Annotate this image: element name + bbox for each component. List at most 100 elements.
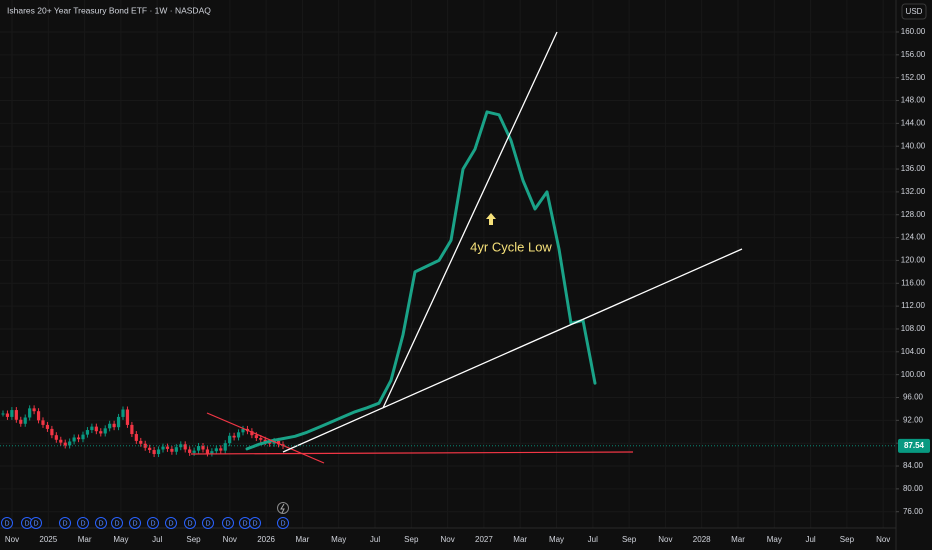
dividend-label[interactable]: D <box>187 520 192 527</box>
y-tick-label: 156.00 <box>901 50 926 59</box>
dividend-label[interactable]: D <box>33 520 38 527</box>
candle <box>143 443 147 448</box>
trend-line-shallow <box>282 248 743 453</box>
dividend-label[interactable]: D <box>132 520 137 527</box>
candle <box>121 409 125 417</box>
y-tick-label: 96.00 <box>903 393 924 402</box>
dividend-label[interactable]: D <box>80 520 85 527</box>
dividend-marker[interactable] <box>95 517 107 529</box>
dividend-marker[interactable] <box>184 517 196 529</box>
dividend-label[interactable]: D <box>98 520 103 527</box>
y-tick-label: 160.00 <box>901 27 926 36</box>
y-tick-label: 140.00 <box>901 141 926 150</box>
dividend-marker[interactable] <box>222 517 234 529</box>
x-tick-label: May <box>331 535 346 544</box>
candle <box>161 446 165 450</box>
dividend-label[interactable]: D <box>150 520 155 527</box>
x-tick-label: Nov <box>440 535 454 544</box>
candle <box>188 449 192 453</box>
downtrend-line <box>206 412 325 464</box>
candle <box>94 426 98 432</box>
candle <box>108 423 112 429</box>
dividend-marker[interactable] <box>1 517 13 529</box>
candle <box>14 410 18 420</box>
candle <box>103 428 107 434</box>
candle <box>250 431 254 436</box>
dividend-marker[interactable] <box>277 517 289 529</box>
candle <box>23 417 27 424</box>
dividend-marker[interactable] <box>30 517 42 529</box>
x-tick-label: 2025 <box>39 535 57 544</box>
candle <box>90 426 94 431</box>
y-tick-label: 80.00 <box>903 484 924 493</box>
last-price-box <box>898 438 930 453</box>
x-tick-label: Nov <box>5 535 19 544</box>
candle <box>201 446 205 450</box>
candle <box>259 438 263 440</box>
candle <box>192 450 196 453</box>
x-tick-label: May <box>113 535 128 544</box>
candle <box>72 437 76 442</box>
y-tick-label: 144.00 <box>901 118 926 127</box>
chart-title: Ishares 20+ Year Treasury Bond ETF · 1W … <box>7 5 211 15</box>
candle <box>54 435 58 440</box>
currency-box[interactable] <box>901 3 927 20</box>
dividend-marker[interactable] <box>202 517 214 529</box>
flash-icon[interactable] <box>277 502 289 514</box>
dividend-marker[interactable] <box>249 517 261 529</box>
dividend-label[interactable]: D <box>252 520 257 527</box>
x-tick-label: Jul <box>805 535 815 544</box>
dividend-label[interactable]: D <box>280 520 285 527</box>
candle <box>59 439 63 443</box>
candle <box>5 413 10 417</box>
dividend-label[interactable]: D <box>225 520 230 527</box>
dividend-marker[interactable] <box>59 517 71 529</box>
y-tick-label: 112.00 <box>901 301 925 310</box>
dividend-marker[interactable] <box>165 517 177 529</box>
dividend-label[interactable]: D <box>24 520 29 527</box>
dividend-label[interactable]: D <box>168 520 173 527</box>
y-tick-label: 92.00 <box>903 415 924 424</box>
dividend-label[interactable]: D <box>62 520 67 527</box>
dividend-label[interactable]: D <box>114 520 119 527</box>
x-tick-label: May <box>549 535 564 544</box>
x-tick-label: Nov <box>223 535 237 544</box>
candle <box>112 423 116 428</box>
x-tick-label: Jul <box>588 535 598 544</box>
y-tick-label: 76.00 <box>903 507 924 516</box>
plot <box>1 110 597 458</box>
y-tick-label: 120.00 <box>901 256 926 265</box>
candle <box>28 408 32 418</box>
candle <box>76 437 81 440</box>
candle <box>263 439 267 443</box>
candle <box>196 446 201 451</box>
grid <box>0 0 896 528</box>
dividend-label[interactable]: D <box>242 520 247 527</box>
dividend-marker[interactable] <box>111 517 123 529</box>
dividend-marker[interactable] <box>77 517 89 529</box>
x-tick-label: 2026 <box>257 535 275 544</box>
x-tick-label: Mar <box>731 535 745 544</box>
x-tick-label: Nov <box>876 535 890 544</box>
candle <box>45 424 50 429</box>
y-tick-label: 148.00 <box>901 96 926 105</box>
candle <box>10 410 14 417</box>
y-tick-label: 116.00 <box>901 278 925 287</box>
y-tick-label: 152.00 <box>901 73 926 82</box>
candle <box>50 428 54 436</box>
candle <box>99 431 103 434</box>
candle <box>228 435 232 444</box>
y-tick-label: 128.00 <box>901 210 926 219</box>
dividend-label[interactable]: D <box>4 520 9 527</box>
flash-glyph <box>280 503 285 514</box>
dividend-label[interactable]: D <box>205 520 210 527</box>
y-tick-label: 132.00 <box>901 187 926 196</box>
y-tick-label: 104.00 <box>901 347 926 356</box>
y-tick-label: 108.00 <box>901 324 926 333</box>
currency[interactable]: USD <box>906 7 923 16</box>
candle <box>36 411 41 421</box>
x-tick-label: 2028 <box>693 535 711 544</box>
x-tick-label: Jul <box>152 535 162 544</box>
dividend-marker[interactable] <box>147 517 159 529</box>
dividend-marker[interactable] <box>129 517 141 529</box>
